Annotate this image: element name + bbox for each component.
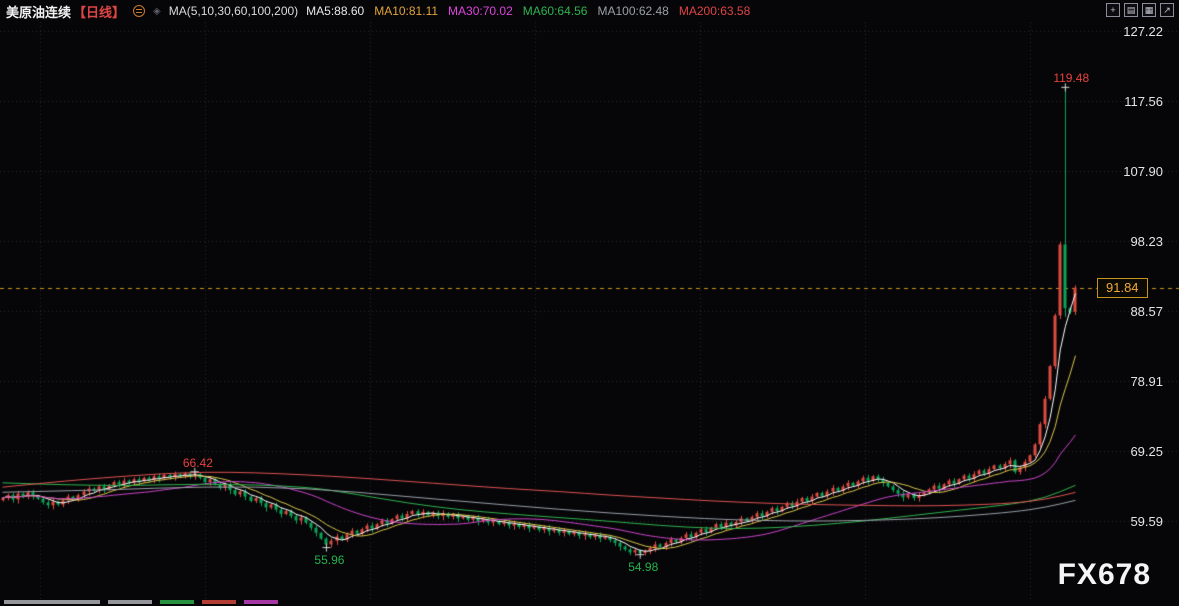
- last-price-tag: 91.84: [1097, 277, 1148, 298]
- y-axis-label: 59.59: [1130, 514, 1163, 530]
- y-axis-label: 69.25: [1130, 444, 1163, 460]
- clipped-text-fragment: [202, 600, 236, 604]
- popout-window-icon[interactable]: ↗: [1160, 3, 1174, 17]
- y-axis-label: 107.90: [1123, 164, 1163, 180]
- symbol-settings-icon[interactable]: [133, 5, 146, 17]
- price-annotation: 119.48: [1053, 71, 1090, 86]
- price-annotation: 54.98: [628, 559, 659, 574]
- ma-parameters-label: MA(5,10,30,60,100,200): [168, 4, 299, 18]
- ma-value: MA5:88.60: [306, 4, 365, 18]
- ma-value: MA30:70.02: [448, 4, 513, 18]
- clipped-text-fragment: [244, 600, 278, 604]
- crosshair-tool-icon[interactable]: +: [1106, 3, 1120, 17]
- grid-view-icon[interactable]: ▦: [1142, 3, 1156, 17]
- indicator-panel-icon[interactable]: ▤: [1124, 3, 1138, 17]
- indicator-icon: ◈: [153, 5, 161, 17]
- clipped-info-row: [0, 599, 1179, 606]
- ma-value: MA10:81.11: [374, 4, 439, 18]
- ma-values: MA5:88.60 MA10:81.11 MA30:70.02 MA60:64.56 M…: [306, 4, 750, 18]
- ma-value: MA200:63.58: [678, 4, 751, 18]
- clipped-text-fragment: [108, 600, 152, 604]
- timeframe-label: 【日线】: [73, 4, 126, 20]
- y-axis-label: 88.57: [1130, 304, 1163, 320]
- header-toolbar: + ▤ ▦ ↗: [1106, 3, 1174, 17]
- y-axis-label: 117.56: [1124, 94, 1163, 110]
- y-axis-label: 127.22: [1123, 24, 1163, 40]
- y-axis-label: 78.91: [1130, 374, 1163, 390]
- chart-header: 美原油连续 【日线】 ◈ MA(5,10,30,60,100,200) MA5:…: [0, 0, 1179, 22]
- price-annotation: 66.42: [182, 455, 213, 470]
- clipped-text-fragment: [160, 600, 194, 604]
- ma-value: MA60:64.56: [522, 4, 588, 18]
- ma-value: MA100:62.48: [597, 4, 669, 18]
- watermark: FX678: [1057, 558, 1151, 591]
- symbol-title: 美原油连续: [6, 4, 72, 20]
- y-axis-label: 98.23: [1130, 234, 1163, 250]
- candlestick-chart[interactable]: [0, 22, 1179, 606]
- chart-area: 91.84 FX678 66.42 55.96 54.98 119.48 127.22 1…: [0, 22, 1179, 606]
- clipped-text-fragment: [4, 600, 100, 604]
- price-annotation: 55.96: [314, 552, 345, 567]
